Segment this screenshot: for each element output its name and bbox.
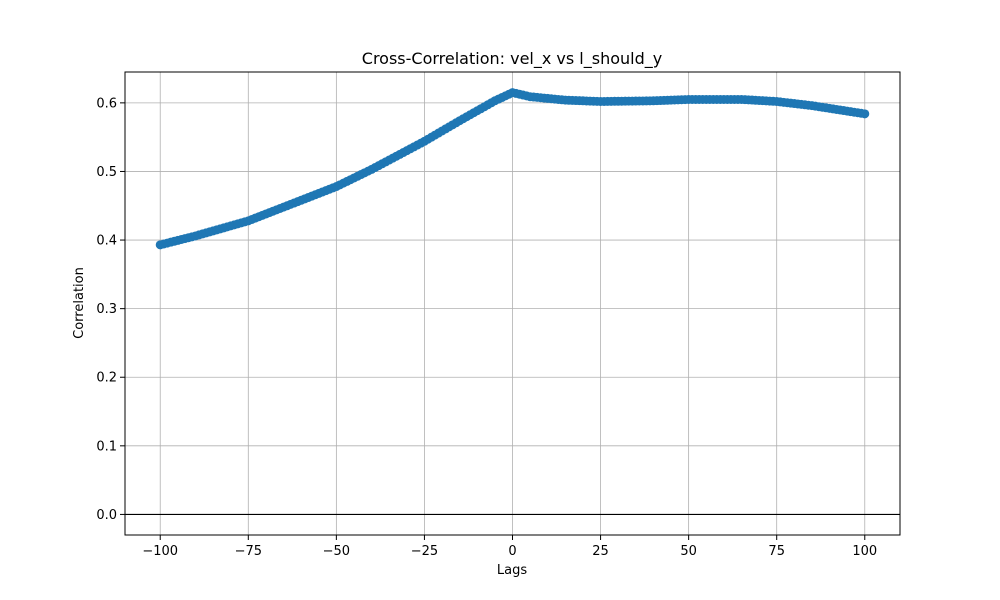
y-tick-label: 0.2 <box>96 371 117 386</box>
y-tick-label: 0.6 <box>96 96 117 111</box>
y-tick-label: 0.1 <box>96 439 117 454</box>
y-tick-label: 0.4 <box>96 234 117 249</box>
x-tick-label: −75 <box>235 544 262 559</box>
x-tick-label: 75 <box>768 544 785 559</box>
x-tick-label: 100 <box>852 544 877 559</box>
x-axis-title: Lags <box>497 563 527 578</box>
x-tick-label: −100 <box>142 544 178 559</box>
y-axis-ticks: 0.0 0.1 0.2 0.3 0.4 0.5 0.6 <box>96 96 125 523</box>
x-tick-label: 50 <box>680 544 697 559</box>
x-tick-label: 25 <box>592 544 609 559</box>
x-axis-ticks: −100 −75 −50 −25 0 25 50 75 100 <box>142 535 877 559</box>
series-layer <box>155 88 870 250</box>
y-tick-label: 0.0 <box>96 508 117 523</box>
x-tick-label: 0 <box>508 544 516 559</box>
x-tick-label: −50 <box>323 544 350 559</box>
data-point <box>860 109 870 119</box>
chart-title: Cross-Correlation: vel_x vs l_should_y <box>362 49 662 69</box>
y-tick-label: 0.3 <box>96 302 117 317</box>
y-axis-title: Correlation <box>72 267 87 339</box>
y-tick-label: 0.5 <box>96 165 117 180</box>
x-tick-label: −25 <box>411 544 438 559</box>
